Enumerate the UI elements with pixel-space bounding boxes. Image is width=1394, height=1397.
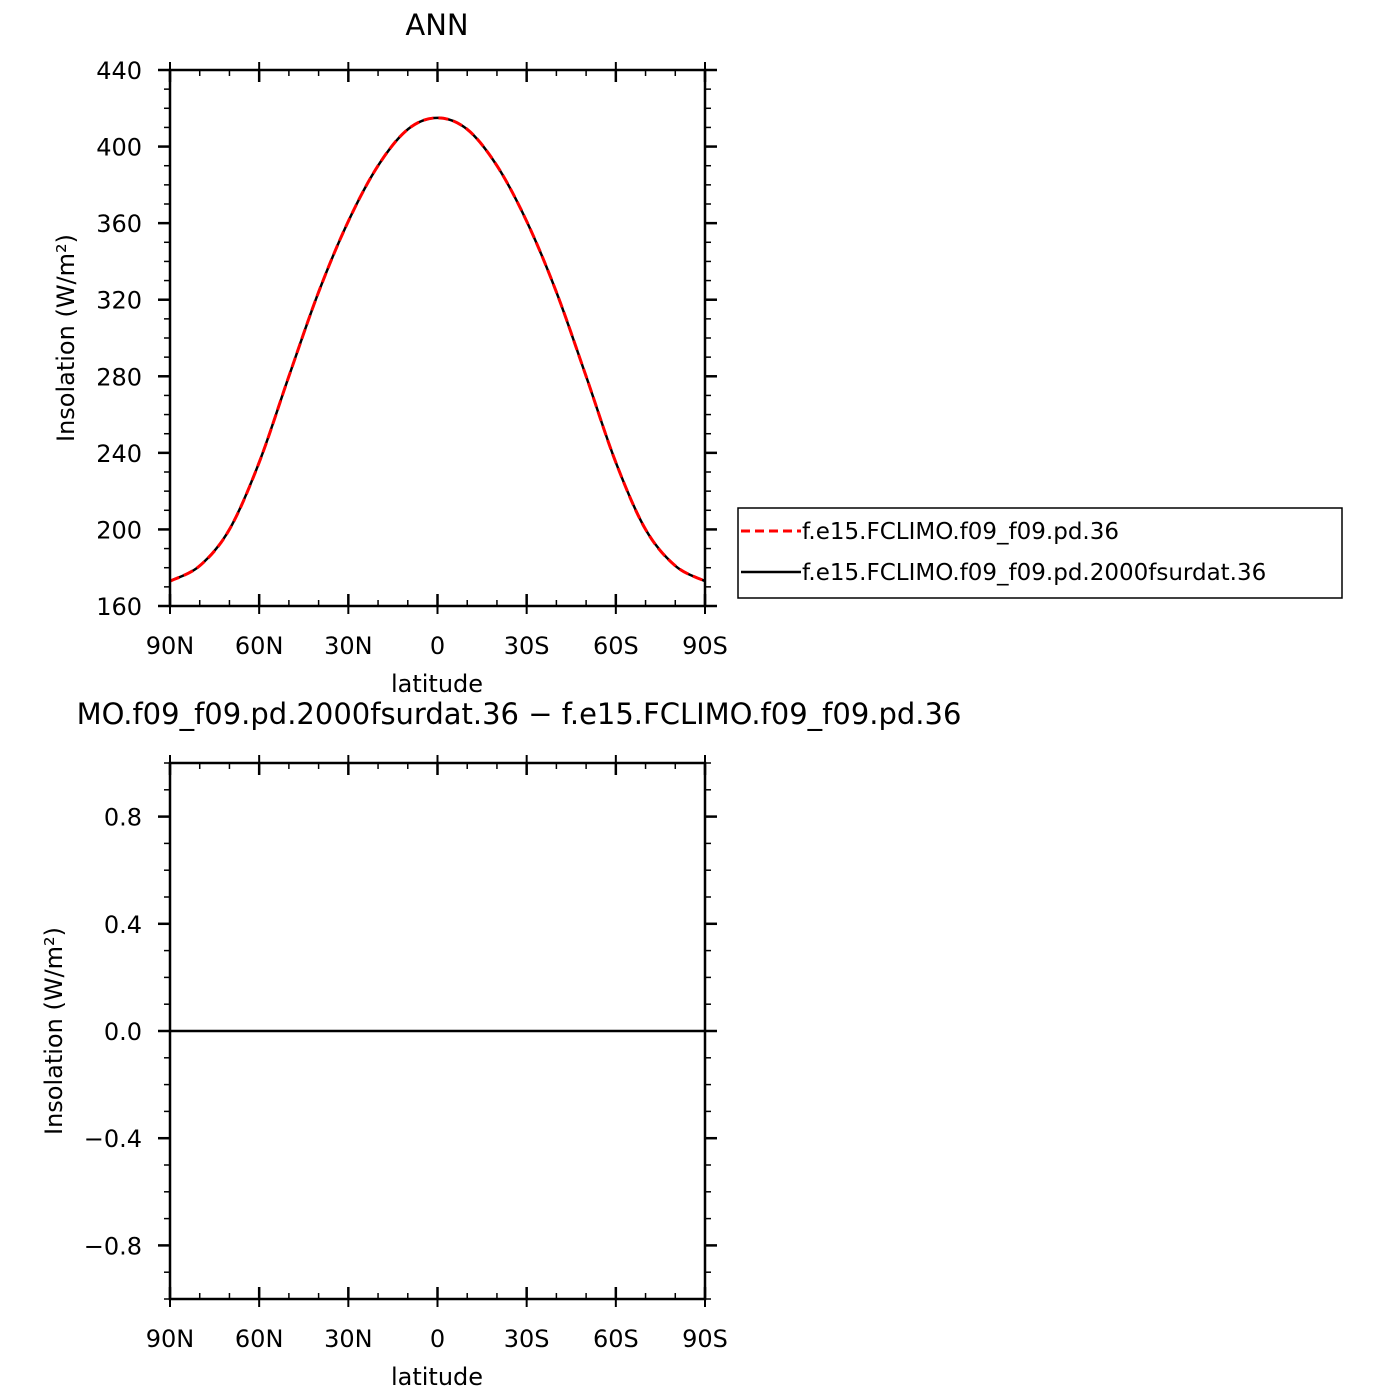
top-chart-series-line-1 — [169, 116, 706, 583]
top-chart-legend: f.e15.FCLIMO.f09_f09.pd.36 f.e15.FCLIMO.… — [737, 507, 1343, 599]
bottom-chart-y-tick-label: 0.4 — [104, 911, 142, 939]
top-chart-x-tick-label: 0 — [430, 632, 445, 660]
top-chart-series — [169, 116, 706, 583]
top-chart-plot-frame — [168, 68, 707, 608]
top-chart-x-tick-label: 30S — [504, 632, 550, 660]
top-chart-y-tick-label: 200 — [96, 516, 142, 544]
top-chart-y-tick-label: 240 — [96, 440, 142, 468]
bottom-chart-x-tick-label: 90N — [146, 1325, 195, 1353]
top-chart-series-line-2 — [169, 116, 706, 583]
legend-label-series-1: f.e15.FCLIMO.f09_f09.pd.36 — [802, 519, 1119, 545]
top-chart-x-tick-label: 90S — [682, 632, 728, 660]
top-chart-title: ANN — [405, 8, 468, 42]
bottom-chart-title: MO.f09_f09.pd.2000fsurdat.36 − f.e15.FCL… — [77, 697, 962, 731]
top-chart-x-tick-label: 90N — [146, 632, 195, 660]
top-chart-y-tick-label: 360 — [96, 210, 142, 238]
top-chart-x-tick-label: 60S — [593, 632, 639, 660]
top-chart-y-tick-label: 280 — [96, 363, 142, 391]
top-chart-x-tick-label: 60N — [235, 632, 284, 660]
top-chart-x-tick-label: 30N — [324, 632, 373, 660]
bottom-chart-axes: 90N 60N 30N 0 30S 60S 90S −0.8 −0.4 0.0 0.4 0.8 — [84, 755, 728, 1353]
top-chart: ANN 90N 60N 30N 0 30S 60S 90S 160 200 240 280 320 36… — [52, 8, 1343, 698]
top-chart-axes: 90N 60N 30N 0 30S 60S 90S 160 200 240 280 320 360 400… — [96, 57, 728, 660]
bottom-chart-x-tick-label: 90S — [682, 1325, 728, 1353]
top-chart-x-axis-label: latitude — [391, 670, 483, 698]
bottom-chart-x-tick-label: 30N — [324, 1325, 373, 1353]
legend-label-series-2: f.e15.FCLIMO.f09_f09.pd.2000fsurdat.36 — [802, 560, 1266, 586]
bottom-chart-x-axis-label: latitude — [391, 1363, 483, 1391]
bottom-chart-y-axis-label: Insolation (W/m²) — [40, 927, 68, 1135]
top-chart-y-axis-label: Insolation (W/m²) — [52, 234, 80, 442]
bottom-chart: MO.f09_f09.pd.2000fsurdat.36 − f.e15.FCL… — [40, 697, 961, 1391]
bottom-chart-x-tick-label: 60S — [593, 1325, 639, 1353]
legend-box — [737, 507, 1343, 599]
bottom-chart-x-tick-label: 0 — [430, 1325, 445, 1353]
top-chart-y-tick-label: 320 — [96, 287, 142, 315]
bottom-chart-x-tick-label: 30S — [504, 1325, 550, 1353]
bottom-chart-y-tick-label: 0.8 — [104, 804, 142, 832]
bottom-chart-y-tick-label: −0.8 — [84, 1232, 142, 1260]
bottom-chart-y-tick-label: −0.4 — [84, 1125, 142, 1153]
top-chart-y-tick-label: 400 — [96, 134, 142, 162]
top-chart-y-tick-label: 440 — [96, 57, 142, 85]
top-chart-y-tick-label: 160 — [96, 593, 142, 621]
bottom-chart-y-tick-label: 0.0 — [104, 1018, 142, 1046]
bottom-chart-x-tick-label: 60N — [235, 1325, 284, 1353]
